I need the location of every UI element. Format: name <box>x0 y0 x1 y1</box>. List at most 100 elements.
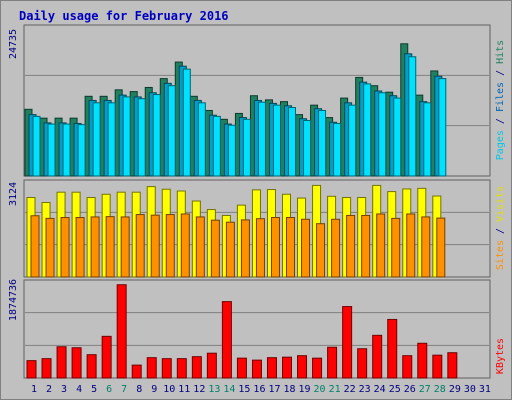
bar-pages-day-23 <box>363 83 372 177</box>
bar-kbytes-day-12 <box>191 356 202 379</box>
bar-pages-day-28 <box>438 78 447 177</box>
bar-sites-day-23 <box>361 214 371 278</box>
bar-pages-day-12 <box>197 102 206 177</box>
day-label-21: 21 <box>329 384 341 395</box>
bar-pages-day-26 <box>408 56 417 177</box>
panel3-ymax-label: 1874736 <box>8 279 19 321</box>
day-label-19: 19 <box>299 384 311 395</box>
panel2-ymax-label: 3124 <box>8 182 19 206</box>
day-label-16: 16 <box>253 384 265 395</box>
day-label-2: 2 <box>46 384 52 395</box>
bar-kbytes-day-16 <box>251 359 262 379</box>
day-label-28: 28 <box>434 384 446 395</box>
day-label-17: 17 <box>268 384 280 395</box>
bar-sites-day-10 <box>165 214 175 278</box>
bar-pages-day-4 <box>77 124 86 177</box>
bar-pages-day-27 <box>423 102 432 177</box>
bar-pages-day-10 <box>167 85 176 177</box>
ylabel-sites: Sites <box>495 240 506 270</box>
ylabel-visits: Visits <box>495 186 506 222</box>
ylabel-kbytes: KBytes <box>495 338 506 374</box>
day-label-30: 30 <box>464 384 476 395</box>
bar-sites-day-16 <box>255 218 265 278</box>
bar-sites-day-2 <box>45 217 55 278</box>
bar-pages-day-13 <box>212 115 221 177</box>
bar-pages-day-20 <box>318 109 327 177</box>
bar-kbytes-day-9 <box>146 357 157 379</box>
bar-sites-day-11 <box>180 213 190 278</box>
bar-sites-day-5 <box>90 216 100 278</box>
day-label-22: 22 <box>344 384 356 395</box>
bar-pages-day-2 <box>47 123 56 177</box>
bar-kbytes-day-1 <box>26 360 37 379</box>
bar-sites-day-8 <box>135 214 145 278</box>
day-label-10: 10 <box>163 384 175 395</box>
bar-sites-day-26 <box>406 213 416 278</box>
bar-kbytes-day-4 <box>71 347 82 379</box>
bar-pages-day-8 <box>137 98 146 177</box>
day-label-23: 23 <box>359 384 371 395</box>
day-label-20: 20 <box>314 384 326 395</box>
bar-sites-day-13 <box>210 219 220 278</box>
bar-pages-day-19 <box>303 120 312 177</box>
day-label-15: 15 <box>238 384 250 395</box>
bar-kbytes-day-19 <box>297 355 308 379</box>
day-label-25: 25 <box>389 384 401 395</box>
day-label-9: 9 <box>151 384 157 395</box>
ylabel-pages: Pages <box>495 130 506 160</box>
panel1-ymax-label: 24735 <box>8 29 19 59</box>
bar-kbytes-day-28 <box>432 354 443 379</box>
day-label-27: 27 <box>419 384 431 395</box>
bar-sites-day-3 <box>60 217 70 278</box>
bar-pages-day-16 <box>257 101 266 177</box>
panel2-right-labels: Sites / Visits <box>495 186 506 270</box>
bar-sites-day-15 <box>240 219 250 278</box>
bar-sites-day-24 <box>376 213 386 278</box>
bar-pages-day-24 <box>378 92 387 177</box>
svg-text:Sites / Visits: Sites / Visits <box>495 186 506 270</box>
bar-sites-day-28 <box>436 217 446 278</box>
bar-kbytes-day-25 <box>387 318 398 379</box>
panel1-right-labels: Pages / Files / Hits <box>495 40 506 160</box>
bar-kbytes-day-14 <box>221 301 232 379</box>
ylabel-files: Files <box>495 82 506 112</box>
bar-kbytes-day-7 <box>116 284 127 379</box>
bar-pages-day-3 <box>62 123 71 177</box>
bar-pages-day-1 <box>32 115 41 177</box>
bar-pages-day-25 <box>393 97 402 177</box>
bar-pages-day-14 <box>227 124 236 177</box>
ylabel-sep: / <box>495 112 506 130</box>
ylabel-hits: Hits <box>495 40 506 64</box>
bar-pages-day-11 <box>182 68 191 177</box>
bar-sites-day-14 <box>225 221 235 278</box>
bar-sites-day-27 <box>421 216 431 278</box>
x-axis-day-labels: 1 2 3 4 5 6 7 8 9 10 11 12 13 14 15 16 17 18 19 20 21 22 23 24 2… <box>31 384 491 395</box>
bar-sites-day-9 <box>150 214 160 278</box>
bar-kbytes-day-8 <box>131 364 142 379</box>
panel3-right-labels: KBytes <box>495 338 506 374</box>
bar-kbytes-day-5 <box>86 354 97 379</box>
bar-pages-day-15 <box>242 118 251 177</box>
day-label-8: 8 <box>136 384 142 395</box>
bar-sites-day-12 <box>195 216 205 278</box>
panel3-bars <box>26 284 458 379</box>
bar-kbytes-day-15 <box>236 357 247 379</box>
chart-title: Daily usage for February 2016 <box>19 9 229 23</box>
bar-kbytes-day-17 <box>266 357 277 379</box>
bar-kbytes-day-11 <box>176 358 187 379</box>
bar-kbytes-day-6 <box>101 335 112 379</box>
bar-kbytes-day-2 <box>41 358 52 379</box>
bar-pages-day-7 <box>122 96 131 177</box>
day-label-11: 11 <box>178 384 190 395</box>
bar-kbytes-day-23 <box>357 348 368 379</box>
bar-sites-day-6 <box>105 216 115 278</box>
bar-kbytes-day-3 <box>56 346 67 379</box>
ylabel-sep: / <box>495 222 506 240</box>
day-label-31: 31 <box>479 384 491 395</box>
bar-pages-day-17 <box>272 104 281 177</box>
day-label-29: 29 <box>449 384 461 395</box>
day-label-18: 18 <box>283 384 295 395</box>
bar-kbytes-day-13 <box>206 352 217 379</box>
bar-sites-day-21 <box>331 218 341 278</box>
